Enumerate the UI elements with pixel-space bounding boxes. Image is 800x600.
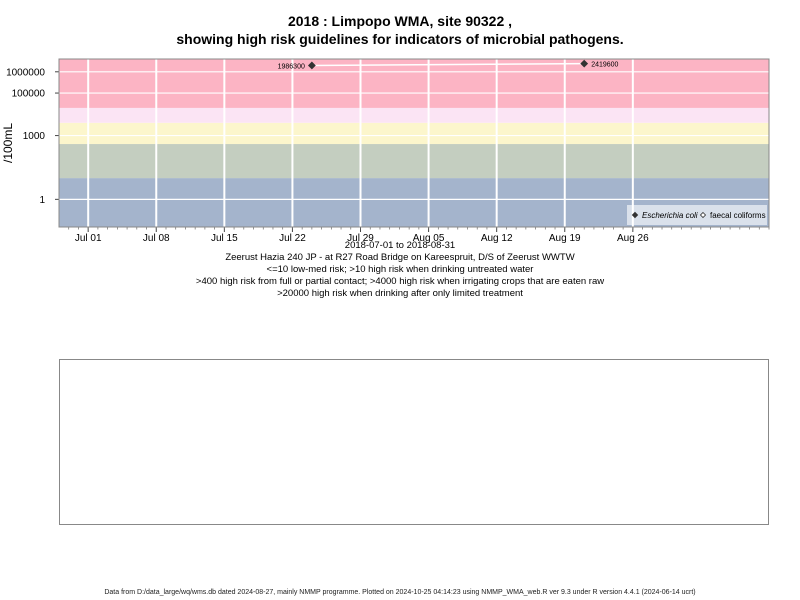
legend-label-escherichia-coli: Escherichia coli (642, 211, 698, 220)
chart-title: 2018 : Limpopo WMA, site 90322 , (287, 13, 513, 29)
data-label: 1986300 (278, 63, 305, 70)
risk-band-3 (59, 107, 769, 123)
x-tick-label: Jul 29 (347, 233, 374, 244)
date-range-label: 2018-07-01 to 2018-08-31 (344, 240, 456, 251)
legend-label-faecal-coliforms: faecal coliforms (710, 211, 766, 220)
site-caption: Zeerust Hazia 240 JP - at R27 Road Bridg… (225, 252, 575, 263)
legend-marker-escherichia-coli (631, 211, 639, 219)
plot-frame (58, 58, 770, 228)
x-tick-label: Jul 15 (211, 233, 238, 244)
y-tick-label: 1000000 (6, 67, 45, 78)
risk-caption-2: >400 high risk from full or partial cont… (195, 276, 605, 287)
risk-band-2 (59, 122, 769, 145)
x-tick-label: Aug 26 (617, 233, 649, 244)
risk-caption-3: >20000 high risk when drinking after onl… (277, 288, 523, 299)
risk-band-4 (59, 59, 769, 108)
footer-note: Data from D:/data_large/wq/wms.db dated … (104, 589, 696, 596)
x-tick-label: Aug 05 (413, 233, 445, 244)
data-label: 2419600 (591, 62, 618, 69)
y-tick-label: 1 (39, 195, 45, 206)
x-tick-label: Jul 08 (143, 233, 170, 244)
y-tick-label: 1000 (23, 131, 46, 142)
data-point-escherichia-coli (307, 61, 316, 70)
series-line-escherichia-coli (311, 62, 585, 67)
legend-box (627, 205, 767, 225)
legend-marker-faecal-coliforms (699, 211, 707, 219)
data-point-escherichia-coli (580, 59, 589, 68)
x-tick-label: Aug 12 (481, 233, 513, 244)
y-axis-label: /100mL (1, 123, 15, 163)
chart-subtitle: showing high risk guidelines for indicat… (176, 31, 624, 47)
empty-plot-panel (59, 359, 769, 525)
x-tick-label: Jul 01 (75, 233, 102, 244)
y-tick-label: 100000 (12, 89, 46, 100)
x-tick-label: Aug 19 (549, 233, 581, 244)
x-tick-label: Jul 22 (279, 233, 306, 244)
risk-band-1 (59, 144, 769, 179)
risk-caption-1: <=10 low-med risk; >10 high risk when dr… (266, 264, 534, 275)
